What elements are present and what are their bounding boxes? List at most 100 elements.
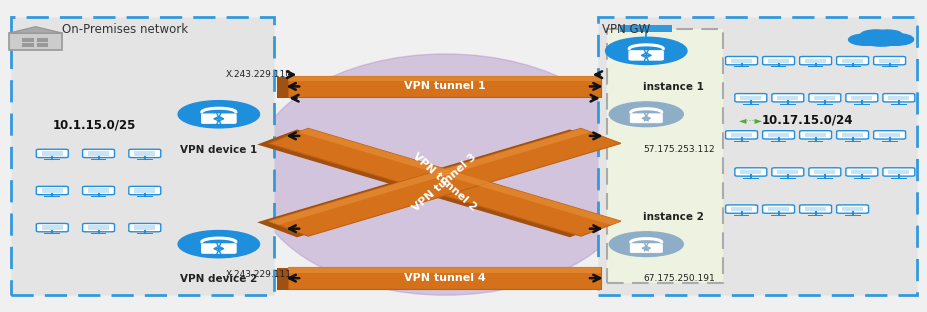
FancyBboxPatch shape bbox=[844, 66, 859, 67]
FancyBboxPatch shape bbox=[730, 207, 751, 211]
FancyBboxPatch shape bbox=[762, 56, 794, 65]
FancyBboxPatch shape bbox=[872, 131, 905, 139]
Text: VPN tunnel 4: VPN tunnel 4 bbox=[403, 273, 485, 283]
FancyBboxPatch shape bbox=[42, 188, 63, 193]
Text: VPN tunnel 1: VPN tunnel 1 bbox=[403, 81, 485, 91]
FancyBboxPatch shape bbox=[882, 168, 914, 176]
Text: instance 2: instance 2 bbox=[642, 212, 704, 222]
Polygon shape bbox=[288, 267, 601, 273]
FancyBboxPatch shape bbox=[137, 159, 153, 160]
FancyBboxPatch shape bbox=[779, 178, 794, 179]
FancyBboxPatch shape bbox=[845, 94, 877, 102]
Text: On-Premises network: On-Premises network bbox=[61, 23, 187, 36]
Polygon shape bbox=[9, 27, 62, 33]
FancyBboxPatch shape bbox=[777, 170, 797, 174]
FancyBboxPatch shape bbox=[37, 38, 48, 42]
Text: VPN device 1: VPN device 1 bbox=[180, 144, 257, 154]
FancyBboxPatch shape bbox=[836, 205, 868, 213]
Circle shape bbox=[878, 34, 913, 45]
FancyBboxPatch shape bbox=[636, 25, 654, 32]
FancyBboxPatch shape bbox=[777, 95, 797, 100]
FancyBboxPatch shape bbox=[44, 159, 60, 160]
FancyBboxPatch shape bbox=[844, 141, 859, 142]
FancyBboxPatch shape bbox=[9, 33, 62, 50]
FancyBboxPatch shape bbox=[882, 94, 914, 102]
FancyBboxPatch shape bbox=[36, 186, 69, 195]
FancyBboxPatch shape bbox=[768, 207, 788, 211]
FancyBboxPatch shape bbox=[653, 25, 671, 32]
FancyBboxPatch shape bbox=[769, 66, 786, 67]
Polygon shape bbox=[268, 128, 620, 236]
FancyBboxPatch shape bbox=[887, 95, 908, 100]
Text: 57.175.253.112: 57.175.253.112 bbox=[642, 144, 715, 154]
FancyBboxPatch shape bbox=[725, 56, 756, 65]
FancyBboxPatch shape bbox=[201, 244, 236, 253]
FancyBboxPatch shape bbox=[83, 186, 114, 195]
FancyBboxPatch shape bbox=[762, 205, 794, 213]
Polygon shape bbox=[288, 267, 601, 289]
FancyBboxPatch shape bbox=[36, 223, 69, 232]
Circle shape bbox=[609, 232, 682, 256]
FancyBboxPatch shape bbox=[629, 51, 663, 60]
FancyBboxPatch shape bbox=[733, 66, 749, 67]
Polygon shape bbox=[268, 128, 590, 225]
Circle shape bbox=[857, 31, 903, 46]
FancyBboxPatch shape bbox=[134, 151, 155, 156]
FancyBboxPatch shape bbox=[129, 186, 160, 195]
Polygon shape bbox=[257, 129, 609, 237]
Text: ◄···►: ◄···► bbox=[738, 115, 762, 125]
Polygon shape bbox=[277, 268, 590, 290]
FancyBboxPatch shape bbox=[841, 207, 862, 211]
FancyBboxPatch shape bbox=[762, 131, 794, 139]
FancyBboxPatch shape bbox=[804, 207, 825, 211]
FancyBboxPatch shape bbox=[808, 94, 840, 102]
FancyBboxPatch shape bbox=[872, 56, 905, 65]
FancyBboxPatch shape bbox=[629, 244, 662, 253]
FancyBboxPatch shape bbox=[850, 170, 871, 174]
Text: X.243.229.111: X.243.229.111 bbox=[226, 271, 292, 280]
FancyBboxPatch shape bbox=[853, 104, 869, 105]
Text: VPN device 2: VPN device 2 bbox=[180, 275, 257, 285]
Polygon shape bbox=[288, 76, 601, 81]
FancyBboxPatch shape bbox=[799, 56, 831, 65]
FancyBboxPatch shape bbox=[83, 223, 114, 232]
FancyBboxPatch shape bbox=[88, 151, 109, 156]
Text: VPN tunnel 3: VPN tunnel 3 bbox=[411, 152, 477, 213]
Circle shape bbox=[859, 30, 891, 41]
FancyBboxPatch shape bbox=[733, 215, 749, 216]
FancyBboxPatch shape bbox=[37, 43, 48, 46]
FancyBboxPatch shape bbox=[740, 95, 760, 100]
FancyBboxPatch shape bbox=[629, 114, 662, 123]
FancyBboxPatch shape bbox=[836, 131, 868, 139]
FancyBboxPatch shape bbox=[853, 178, 869, 179]
Text: instance 1: instance 1 bbox=[642, 82, 704, 92]
FancyBboxPatch shape bbox=[42, 226, 63, 230]
FancyBboxPatch shape bbox=[740, 170, 760, 174]
FancyBboxPatch shape bbox=[813, 170, 834, 174]
FancyBboxPatch shape bbox=[725, 205, 756, 213]
FancyBboxPatch shape bbox=[730, 59, 751, 63]
FancyBboxPatch shape bbox=[881, 141, 896, 142]
FancyBboxPatch shape bbox=[743, 178, 758, 179]
FancyBboxPatch shape bbox=[91, 159, 107, 160]
FancyBboxPatch shape bbox=[771, 94, 803, 102]
FancyBboxPatch shape bbox=[36, 149, 69, 158]
FancyBboxPatch shape bbox=[598, 17, 917, 295]
Text: 10.1.15.0/25: 10.1.15.0/25 bbox=[52, 119, 135, 132]
FancyBboxPatch shape bbox=[890, 104, 906, 105]
FancyBboxPatch shape bbox=[799, 205, 831, 213]
FancyBboxPatch shape bbox=[779, 104, 794, 105]
FancyBboxPatch shape bbox=[83, 149, 114, 158]
Polygon shape bbox=[257, 129, 609, 237]
FancyBboxPatch shape bbox=[201, 114, 236, 124]
FancyBboxPatch shape bbox=[806, 66, 822, 67]
Circle shape bbox=[609, 102, 682, 127]
FancyBboxPatch shape bbox=[129, 149, 160, 158]
FancyBboxPatch shape bbox=[88, 188, 109, 193]
Circle shape bbox=[605, 37, 686, 65]
FancyBboxPatch shape bbox=[134, 226, 155, 230]
Polygon shape bbox=[288, 76, 601, 97]
FancyBboxPatch shape bbox=[836, 56, 868, 65]
FancyBboxPatch shape bbox=[845, 168, 877, 176]
FancyBboxPatch shape bbox=[799, 131, 831, 139]
